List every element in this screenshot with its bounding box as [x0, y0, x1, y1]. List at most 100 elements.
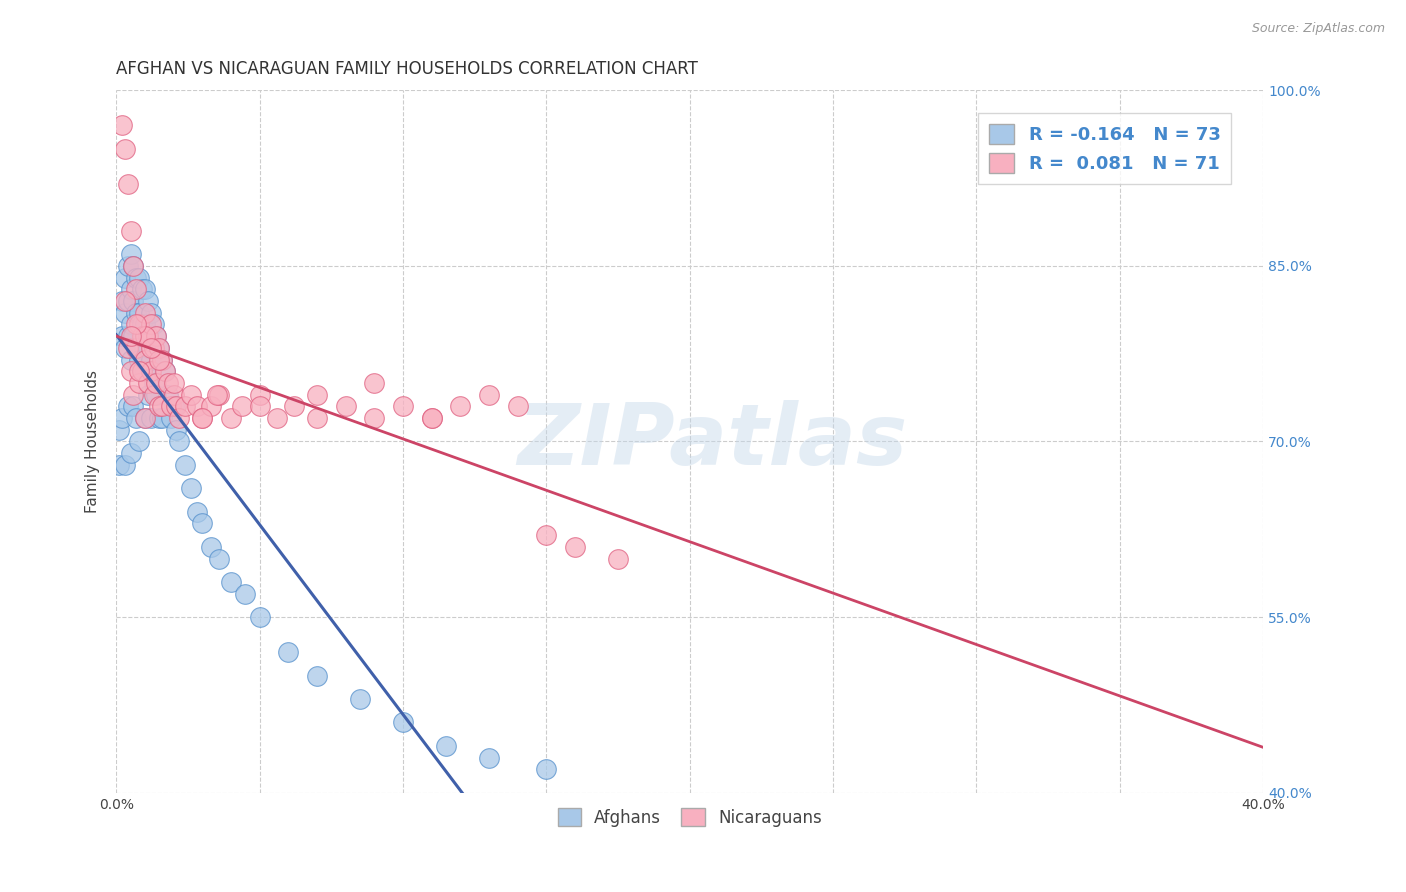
Point	[305, 387, 328, 401]
Point	[186, 505, 208, 519]
Point	[120, 318, 142, 332]
Point	[108, 423, 131, 437]
Point	[111, 293, 134, 308]
Point	[536, 528, 558, 542]
Point	[148, 352, 170, 367]
Point	[122, 400, 145, 414]
Point	[122, 329, 145, 343]
Point	[136, 329, 159, 343]
Point	[111, 119, 134, 133]
Point	[156, 387, 179, 401]
Point	[117, 259, 139, 273]
Point	[111, 411, 134, 425]
Point	[131, 329, 153, 343]
Point	[249, 387, 271, 401]
Point	[122, 259, 145, 273]
Point	[219, 411, 242, 425]
Point	[180, 387, 202, 401]
Point	[363, 376, 385, 390]
Point	[122, 259, 145, 273]
Point	[120, 352, 142, 367]
Point	[156, 376, 179, 390]
Point	[363, 411, 385, 425]
Point	[142, 341, 165, 355]
Point	[134, 318, 156, 332]
Point	[392, 400, 415, 414]
Point	[145, 376, 167, 390]
Point	[114, 341, 136, 355]
Point	[266, 411, 288, 425]
Point	[134, 411, 156, 425]
Point	[159, 400, 181, 414]
Point	[139, 318, 162, 332]
Point	[120, 224, 142, 238]
Point	[128, 434, 150, 449]
Point	[200, 540, 222, 554]
Point	[125, 411, 148, 425]
Point	[114, 293, 136, 308]
Point	[128, 352, 150, 367]
Point	[449, 400, 471, 414]
Point	[134, 282, 156, 296]
Legend: Afghans, Nicaraguans: Afghans, Nicaraguans	[551, 802, 828, 833]
Text: AFGHAN VS NICARAGUAN FAMILY HOUSEHOLDS CORRELATION CHART: AFGHAN VS NICARAGUAN FAMILY HOUSEHOLDS C…	[117, 60, 699, 78]
Point	[145, 329, 167, 343]
Point	[174, 400, 197, 414]
Point	[231, 400, 253, 414]
Point	[283, 400, 305, 414]
Point	[136, 293, 159, 308]
Point	[117, 293, 139, 308]
Point	[128, 318, 150, 332]
Point	[128, 376, 150, 390]
Point	[506, 400, 529, 414]
Point	[145, 387, 167, 401]
Point	[134, 411, 156, 425]
Point	[148, 341, 170, 355]
Point	[117, 341, 139, 355]
Point	[166, 400, 188, 414]
Point	[136, 341, 159, 355]
Point	[120, 282, 142, 296]
Point	[125, 306, 148, 320]
Point	[233, 587, 256, 601]
Point	[139, 364, 162, 378]
Point	[191, 411, 214, 425]
Point	[150, 400, 173, 414]
Point	[478, 750, 501, 764]
Y-axis label: Family Households: Family Households	[86, 370, 100, 513]
Point	[139, 411, 162, 425]
Point	[420, 411, 443, 425]
Point	[148, 411, 170, 425]
Point	[169, 434, 191, 449]
Point	[134, 306, 156, 320]
Point	[305, 411, 328, 425]
Point	[150, 411, 173, 425]
Point	[125, 270, 148, 285]
Point	[180, 481, 202, 495]
Point	[120, 247, 142, 261]
Point	[134, 352, 156, 367]
Point	[150, 352, 173, 367]
Point	[114, 306, 136, 320]
Point	[142, 318, 165, 332]
Point	[117, 177, 139, 191]
Point	[128, 364, 150, 378]
Point	[305, 668, 328, 682]
Point	[114, 142, 136, 156]
Point	[166, 423, 188, 437]
Point	[125, 318, 148, 332]
Point	[142, 387, 165, 401]
Point	[139, 352, 162, 367]
Point	[392, 715, 415, 730]
Text: Source: ZipAtlas.com: Source: ZipAtlas.com	[1251, 22, 1385, 36]
Point	[191, 516, 214, 531]
Point	[249, 610, 271, 624]
Point	[120, 329, 142, 343]
Point	[125, 341, 148, 355]
Point	[335, 400, 357, 414]
Point	[478, 387, 501, 401]
Point	[169, 411, 191, 425]
Point	[205, 387, 228, 401]
Point	[420, 411, 443, 425]
Point	[148, 400, 170, 414]
